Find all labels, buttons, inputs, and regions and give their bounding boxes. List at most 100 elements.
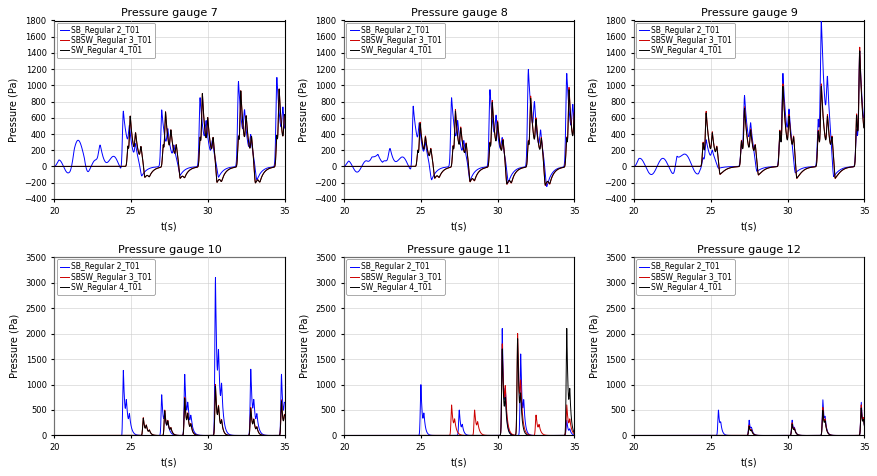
SB_Regular 2_T01	[339, 433, 349, 438]
X-axis label: t(s): t(s)	[740, 457, 757, 467]
SW_Regular 4_T01	[427, 433, 438, 438]
SW_Regular 4_T01	[858, 423, 868, 429]
SBSW_Regular 3_T01	[275, 106, 285, 111]
Line: SW_Regular 4_T01: SW_Regular 4_T01	[633, 51, 863, 178]
SB_Regular 2_T01	[275, 120, 285, 126]
X-axis label: t(s): t(s)	[451, 457, 467, 467]
SW_Regular 4_T01	[275, 430, 285, 436]
SBSW_Regular 3_T01	[250, 425, 260, 431]
SBSW_Regular 3_T01	[365, 164, 375, 169]
Legend: SB_Regular 2_T01, SBSW_Regular 3_T01, SW_Regular 4_T01: SB_Regular 2_T01, SBSW_Regular 3_T01, SW…	[346, 23, 445, 58]
Line: SB_Regular 2_T01: SB_Regular 2_T01	[344, 328, 574, 436]
SW_Regular 4_T01	[279, 112, 289, 118]
SW_Regular 4_T01	[250, 425, 260, 431]
Line: SB_Regular 2_T01: SB_Regular 2_T01	[633, 400, 863, 436]
Title: Pressure gauge 12: Pressure gauge 12	[696, 245, 800, 255]
SB_Regular 2_T01	[378, 433, 389, 438]
Line: SB_Regular 2_T01: SB_Regular 2_T01	[54, 78, 284, 180]
SBSW_Regular 3_T01	[378, 164, 389, 169]
SW_Regular 4_T01	[568, 110, 579, 116]
SB_Regular 2_T01	[568, 123, 579, 129]
SB_Regular 2_T01	[858, 113, 868, 119]
SB_Regular 2_T01	[816, 397, 827, 403]
SBSW_Regular 3_T01	[339, 164, 349, 169]
SW_Regular 4_T01	[829, 175, 839, 181]
SBSW_Regular 3_T01	[89, 164, 99, 169]
SB_Regular 2_T01	[437, 433, 447, 438]
SB_Regular 2_T01	[427, 175, 438, 181]
SW_Regular 4_T01	[147, 432, 158, 437]
SW_Regular 4_T01	[853, 431, 864, 436]
SW_Regular 4_T01	[250, 179, 260, 185]
Line: SBSW_Regular 3_T01: SBSW_Regular 3_T01	[633, 405, 863, 436]
SB_Regular 2_T01	[271, 75, 282, 80]
SB_Regular 2_T01	[668, 433, 679, 438]
Y-axis label: Pressure (Pa): Pressure (Pa)	[588, 78, 597, 142]
SW_Regular 4_T01	[564, 106, 574, 112]
Y-axis label: Pressure (Pa): Pressure (Pa)	[10, 314, 20, 378]
SB_Regular 2_T01	[668, 169, 679, 175]
SB_Regular 2_T01	[858, 422, 868, 428]
SBSW_Regular 3_T01	[564, 417, 574, 423]
SBSW_Regular 3_T01	[855, 402, 866, 408]
X-axis label: t(s): t(s)	[740, 221, 757, 231]
SBSW_Regular 3_T01	[137, 156, 147, 161]
SB_Regular 2_T01	[654, 433, 665, 438]
SW_Regular 4_T01	[539, 181, 550, 187]
SB_Regular 2_T01	[49, 433, 60, 438]
SBSW_Regular 3_T01	[654, 433, 665, 438]
SBSW_Regular 3_T01	[539, 432, 550, 438]
SBSW_Regular 3_T01	[49, 164, 60, 169]
Line: SBSW_Regular 3_T01: SBSW_Regular 3_T01	[633, 47, 863, 178]
SB_Regular 2_T01	[829, 172, 839, 178]
Line: SW_Regular 4_T01: SW_Regular 4_T01	[344, 89, 574, 185]
SBSW_Regular 3_T01	[49, 433, 60, 438]
SBSW_Regular 3_T01	[853, 44, 864, 50]
SB_Regular 2_T01	[815, 18, 825, 23]
SW_Regular 4_T01	[339, 164, 349, 169]
SBSW_Regular 3_T01	[365, 433, 375, 438]
SW_Regular 4_T01	[539, 433, 550, 438]
SBSW_Regular 3_T01	[717, 433, 727, 438]
SB_Regular 2_T01	[564, 118, 574, 124]
SW_Regular 4_T01	[250, 180, 260, 186]
SB_Regular 2_T01	[496, 326, 507, 331]
SW_Regular 4_T01	[668, 433, 679, 438]
SW_Regular 4_T01	[726, 164, 737, 170]
X-axis label: t(s): t(s)	[161, 457, 177, 467]
SB_Regular 2_T01	[365, 433, 375, 438]
Y-axis label: Pressure (Pa): Pressure (Pa)	[8, 78, 18, 142]
Line: SW_Regular 4_T01: SW_Regular 4_T01	[633, 408, 863, 436]
SB_Regular 2_T01	[250, 415, 260, 420]
SB_Regular 2_T01	[726, 433, 737, 438]
SBSW_Regular 3_T01	[250, 180, 260, 186]
SBSW_Regular 3_T01	[726, 165, 737, 170]
SBSW_Regular 3_T01	[75, 164, 86, 169]
SBSW_Regular 3_T01	[853, 52, 864, 58]
SW_Regular 4_T01	[855, 405, 866, 411]
SBSW_Regular 3_T01	[147, 432, 158, 437]
SB_Regular 2_T01	[717, 428, 727, 434]
SW_Regular 4_T01	[378, 164, 389, 169]
SBSW_Regular 3_T01	[147, 169, 158, 174]
SB_Regular 2_T01	[717, 165, 727, 170]
SB_Regular 2_T01	[628, 164, 638, 169]
Y-axis label: Pressure (Pa): Pressure (Pa)	[589, 314, 599, 378]
SBSW_Regular 3_T01	[628, 433, 638, 438]
SW_Regular 4_T01	[717, 433, 727, 438]
Line: SBSW_Regular 3_T01: SBSW_Regular 3_T01	[344, 334, 574, 436]
SW_Regular 4_T01	[564, 390, 574, 396]
Title: Pressure gauge 7: Pressure gauge 7	[121, 9, 217, 19]
SB_Regular 2_T01	[147, 165, 158, 170]
SBSW_Regular 3_T01	[437, 433, 447, 438]
SBSW_Regular 3_T01	[858, 123, 868, 129]
SB_Regular 2_T01	[75, 433, 86, 438]
Title: Pressure gauge 9: Pressure gauge 9	[700, 9, 796, 19]
Line: SB_Regular 2_T01: SB_Regular 2_T01	[633, 20, 863, 177]
SB_Regular 2_T01	[89, 433, 99, 438]
SB_Regular 2_T01	[252, 177, 262, 183]
SBSW_Regular 3_T01	[564, 104, 574, 110]
SBSW_Regular 3_T01	[427, 433, 438, 438]
SB_Regular 2_T01	[853, 430, 864, 436]
SB_Regular 2_T01	[827, 174, 838, 179]
